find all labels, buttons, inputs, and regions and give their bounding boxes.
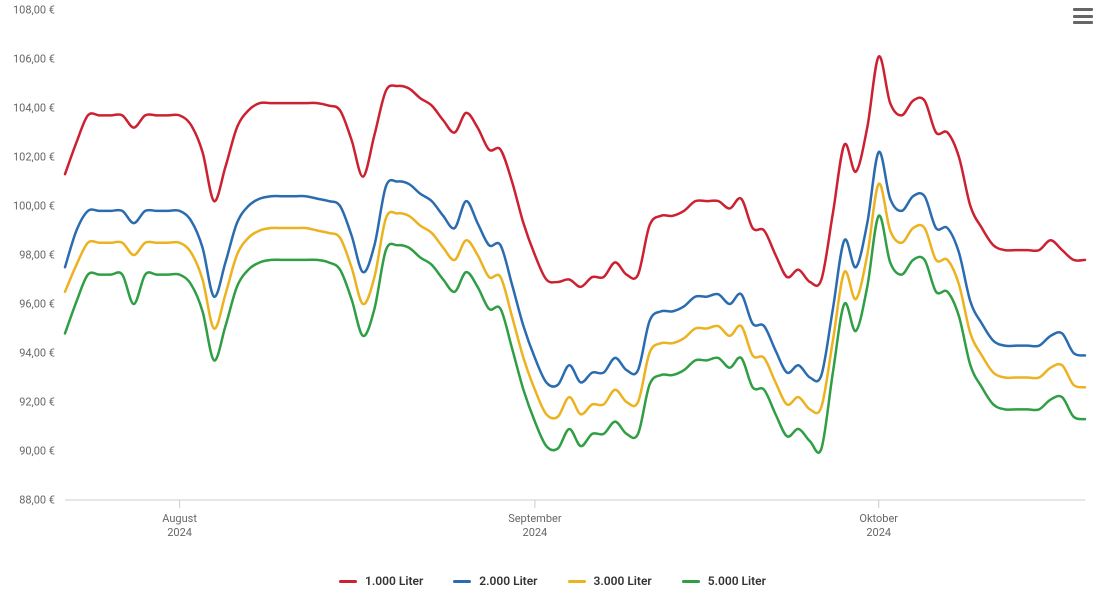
legend-item[interactable]: 3.000 Liter xyxy=(568,574,652,588)
y-tick-label: 98,00 € xyxy=(0,249,55,262)
legend-label: 3.000 Liter xyxy=(594,574,652,588)
legend-swatch xyxy=(453,580,471,583)
legend-swatch xyxy=(568,580,586,583)
x-tick-year: 2024 xyxy=(866,526,891,539)
x-tick-month: September xyxy=(508,512,561,525)
chart-legend: 1.000 Liter 2.000 Liter 3.000 Liter 5.000 L… xyxy=(0,574,1105,588)
legend-label: 2.000 Liter xyxy=(479,574,537,588)
legend-label: 1.000 Liter xyxy=(365,574,423,588)
legend-item[interactable]: 2.000 Liter xyxy=(453,574,537,588)
legend-swatch xyxy=(339,580,357,583)
legend-item[interactable]: 5.000 Liter xyxy=(682,574,766,588)
y-tick-label: 104,00 € xyxy=(0,102,55,115)
y-tick-label: 102,00 € xyxy=(0,151,55,164)
price-chart: 88,00 € 90,00 € 92,00 € 94,00 € 96,00 € 98,00… xyxy=(0,0,1105,602)
x-tick-year: 2024 xyxy=(523,526,548,539)
y-tick-label: 88,00 € xyxy=(0,494,55,507)
legend-label: 5.000 Liter xyxy=(708,574,766,588)
y-tick-label: 94,00 € xyxy=(0,347,55,360)
y-tick-label: 106,00 € xyxy=(0,53,55,66)
y-tick-label: 90,00 € xyxy=(0,445,55,458)
y-tick-label: 108,00 € xyxy=(0,4,55,17)
x-tick-year: 2024 xyxy=(167,526,192,539)
legend-item[interactable]: 1.000 Liter xyxy=(339,574,423,588)
y-tick-label: 96,00 € xyxy=(0,298,55,311)
y-tick-label: 100,00 € xyxy=(0,200,55,213)
x-tick-month: August xyxy=(162,512,197,525)
x-tick-month: Oktober xyxy=(859,512,898,525)
legend-swatch xyxy=(682,580,700,583)
y-tick-label: 92,00 € xyxy=(0,396,55,409)
